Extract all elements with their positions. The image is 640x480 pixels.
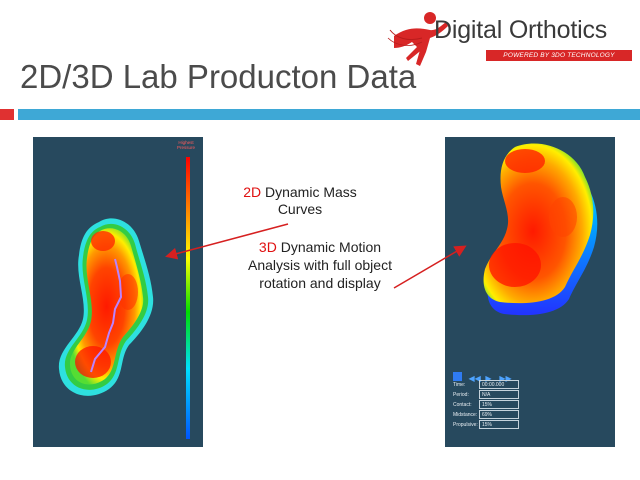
logo: Digital Orthotics POWERED BY 3DO TECHNOL… bbox=[386, 8, 638, 70]
arrow-to-2d-icon bbox=[165, 223, 289, 260]
stat-value: 15% bbox=[479, 400, 519, 409]
slide-title: 2D/3D Lab Producton Data bbox=[20, 58, 417, 95]
annotation-3d-text: Dynamic Motion bbox=[276, 239, 382, 255]
play-icon[interactable]: ▶ bbox=[485, 374, 492, 383]
stat-value: 00:00.000 bbox=[479, 380, 519, 389]
stat-label: Period: bbox=[453, 392, 469, 398]
stat-value: 69% bbox=[479, 410, 519, 419]
annotation-2d-line2: Curves bbox=[277, 201, 323, 217]
stat-label: Midstance: bbox=[453, 412, 478, 418]
scale-label: Highest Pressure bbox=[176, 140, 195, 150]
annotation-3d-line2: Analysis with full object bbox=[248, 257, 392, 273]
logo-tagline: POWERED BY 3DO TECHNOLOGY bbox=[486, 50, 632, 61]
annotation-2d-prefix: 2D bbox=[243, 184, 262, 200]
annotation-2d-line1: 2D Dynamic Mass bbox=[240, 184, 360, 200]
annotation-2d-text: Dynamic Mass bbox=[261, 184, 357, 200]
title-bar-red-accent bbox=[0, 109, 14, 120]
logo-name: Digital Orthotics bbox=[434, 16, 608, 44]
stat-label: Time: bbox=[453, 382, 466, 388]
pressure-map-2d-panel: Highest Pressure bbox=[33, 137, 203, 447]
annotation-3d-line1: 3D Dynamic Motion bbox=[225, 239, 415, 255]
stat-value: 15% bbox=[479, 420, 519, 429]
stat-label: Contact: bbox=[453, 402, 472, 408]
rewind-icon[interactable]: ◀◀ bbox=[468, 374, 481, 383]
fast-forward-icon[interactable]: ▶▶ bbox=[499, 374, 512, 383]
title-bar-blue-accent bbox=[18, 109, 640, 120]
pressure-color-scale bbox=[186, 157, 190, 439]
annotation-3d-line3: rotation and display bbox=[259, 275, 381, 291]
annotation-3d-prefix: 3D bbox=[258, 239, 277, 255]
stop-icon[interactable] bbox=[453, 372, 462, 381]
runner-logo-icon bbox=[387, 12, 448, 66]
stat-value: N/A bbox=[479, 390, 519, 399]
arrow-to-3d-icon bbox=[393, 245, 467, 289]
playback-controls: ◀◀ ▶ ▶▶ bbox=[453, 368, 512, 383]
foot-pressure-3d-image bbox=[483, 143, 598, 316]
pressure-map-3d-panel: ◀◀ ▶ ▶▶ Time: 00:00.000 Period: N/A Cont… bbox=[445, 137, 615, 447]
stat-label: Propulsive: bbox=[453, 422, 478, 428]
foot-pressure-2d-image bbox=[58, 218, 154, 396]
